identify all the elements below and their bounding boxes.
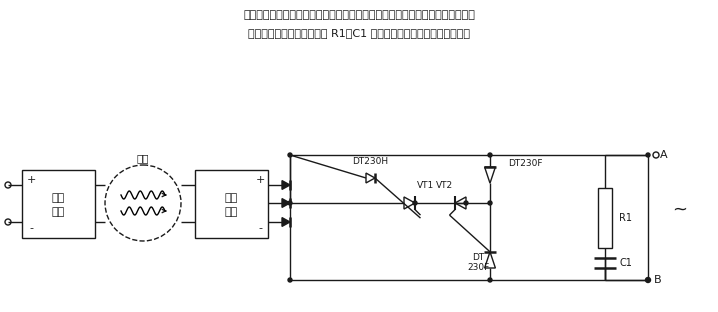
Text: VT1: VT1 bbox=[417, 181, 434, 189]
Text: R1: R1 bbox=[619, 213, 632, 223]
Bar bbox=[195, 170, 268, 238]
Circle shape bbox=[464, 201, 468, 205]
Text: 电路: 电路 bbox=[52, 207, 65, 217]
Text: A: A bbox=[660, 150, 668, 160]
Polygon shape bbox=[282, 181, 290, 189]
Bar bbox=[22, 170, 95, 238]
Text: -: - bbox=[258, 223, 262, 233]
Circle shape bbox=[288, 153, 292, 157]
Text: 输入: 输入 bbox=[52, 193, 65, 203]
Text: +: + bbox=[27, 175, 36, 185]
Text: ~: ~ bbox=[673, 201, 688, 219]
Circle shape bbox=[413, 201, 417, 205]
Circle shape bbox=[645, 277, 651, 282]
Text: VT2: VT2 bbox=[436, 181, 453, 189]
Circle shape bbox=[488, 278, 492, 282]
Polygon shape bbox=[282, 217, 290, 227]
Circle shape bbox=[488, 201, 492, 205]
Text: 电路: 电路 bbox=[225, 207, 238, 217]
Text: 输出: 输出 bbox=[225, 193, 238, 203]
Circle shape bbox=[288, 278, 292, 282]
Circle shape bbox=[488, 153, 492, 157]
Text: C1: C1 bbox=[620, 258, 633, 268]
Text: 光耦: 光耦 bbox=[136, 153, 149, 163]
Text: DT230H: DT230H bbox=[352, 158, 388, 167]
Text: +: + bbox=[256, 175, 265, 185]
Circle shape bbox=[288, 201, 292, 205]
Circle shape bbox=[646, 153, 650, 157]
Text: DT: DT bbox=[472, 253, 484, 262]
Text: DT230F: DT230F bbox=[508, 158, 543, 168]
Text: 所示电路光电耦合器输出控制两个反并联单向晶闸管，它们分别控制正半周和负: 所示电路光电耦合器输出控制两个反并联单向晶闸管，它们分别控制正半周和负 bbox=[243, 10, 475, 20]
Polygon shape bbox=[282, 199, 290, 207]
Text: 半周的负载接通电源。图中 R1、C1 为吸收过电压电路，保护晶闸管。: 半周的负载接通电源。图中 R1、C1 为吸收过电压电路，保护晶闸管。 bbox=[248, 28, 470, 38]
Text: -: - bbox=[29, 223, 33, 233]
Text: B: B bbox=[654, 275, 662, 285]
Text: 230F: 230F bbox=[467, 264, 489, 272]
Bar bbox=[598, 188, 612, 248]
